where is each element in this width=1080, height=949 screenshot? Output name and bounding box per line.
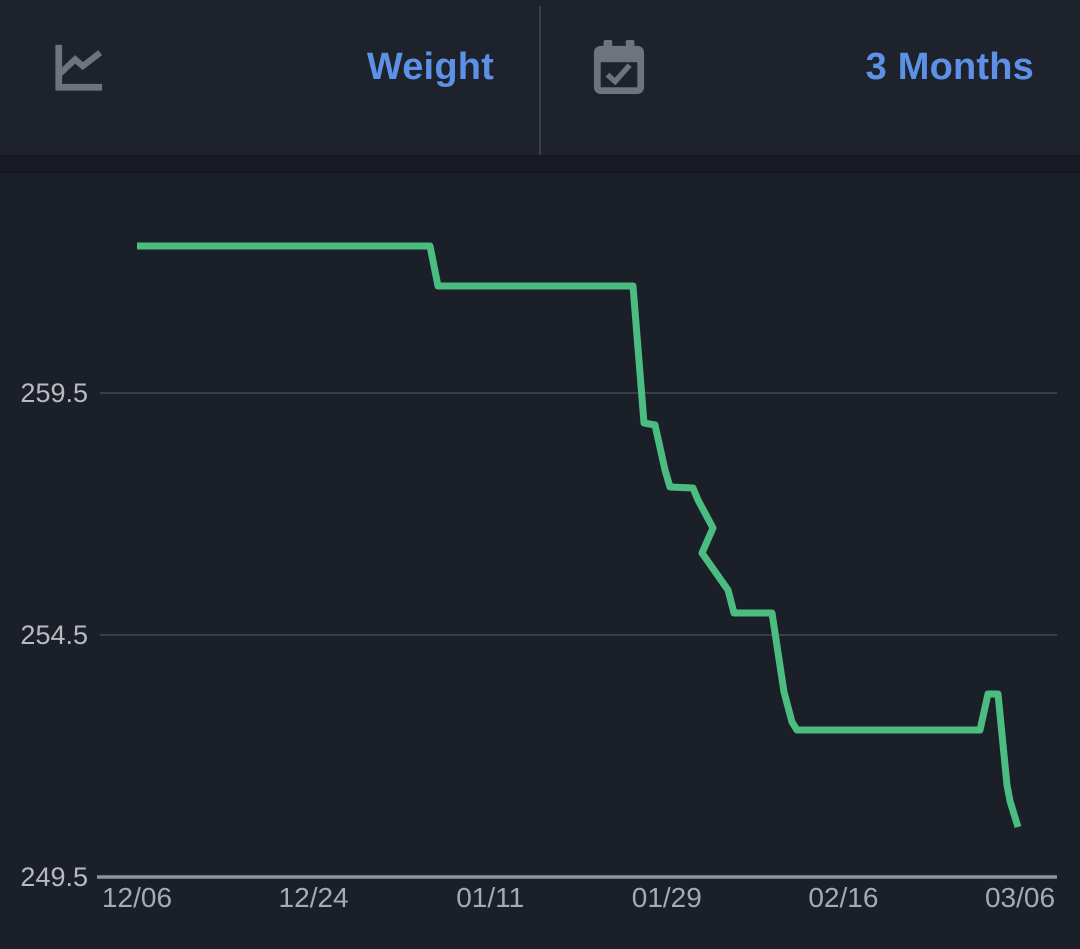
chart-header: Weight 3 Months xyxy=(0,0,1080,155)
line-chart-icon xyxy=(55,44,103,91)
weight-line-chart: 259.5 254.5 249.5 12/06 12/24 01/11 01/29 02/16… xyxy=(20,242,1057,913)
x-tick-label: 03/06 xyxy=(985,882,1055,913)
metric-selector[interactable]: Weight xyxy=(0,0,540,155)
x-tick-label: 12/24 xyxy=(279,882,349,913)
weight-chart-area: 259.5 254.5 249.5 12/06 12/24 01/11 01/29 02/16… xyxy=(0,173,1080,949)
y-tick-label: 259.5 xyxy=(20,378,88,408)
weight-series-line xyxy=(137,242,1022,829)
x-tick-label: 01/11 xyxy=(456,882,524,913)
x-tick-label: 12/06 xyxy=(102,882,172,913)
header-divider xyxy=(539,6,541,155)
y-tick-label: 249.5 xyxy=(20,862,88,892)
period-selector[interactable]: 3 Months xyxy=(540,0,1080,155)
calendar-check-icon xyxy=(593,39,645,94)
x-tick-label: 01/29 xyxy=(632,882,702,913)
x-tick-label: 02/16 xyxy=(808,882,878,913)
period-label: 3 Months xyxy=(865,46,1034,88)
metric-label: Weight xyxy=(366,46,494,88)
header-chart-separator xyxy=(0,155,1080,173)
y-tick-label: 254.5 xyxy=(20,620,88,650)
